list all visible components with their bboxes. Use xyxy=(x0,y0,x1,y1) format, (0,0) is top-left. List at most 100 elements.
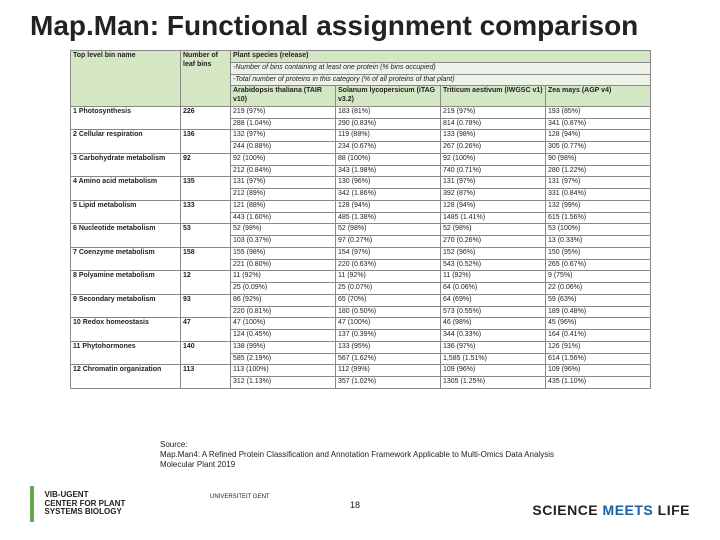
value-cell: 150 (95%) xyxy=(546,247,651,259)
bin-name-cell: 12 Chromatin organization xyxy=(71,365,181,389)
value-cell: 435 (1.10%) xyxy=(546,377,651,389)
leaf-bin-count: 113 xyxy=(181,365,231,389)
value-cell: 64 (69%) xyxy=(441,294,546,306)
value-cell: 103 (0.37%) xyxy=(231,236,336,248)
leaf-bin-count: 47 xyxy=(181,318,231,342)
bin-name-cell: 7 Coenzyme metabolism xyxy=(71,247,181,271)
bin-name-cell: 1 Photosynthesis xyxy=(71,106,181,130)
value-cell: 543 (0.52%) xyxy=(441,259,546,271)
value-cell: 154 (97%) xyxy=(336,247,441,259)
bin-name-cell: 8 Polyamine metabolism xyxy=(71,271,181,295)
value-cell: 9 (75%) xyxy=(546,271,651,283)
value-cell: 109 (96%) xyxy=(441,365,546,377)
value-cell: 270 (0.26%) xyxy=(441,236,546,248)
value-cell: 11 (92%) xyxy=(336,271,441,283)
value-cell: 52 (98%) xyxy=(336,224,441,236)
source-line1: Map.Man4: A Refined Protein Classificati… xyxy=(160,450,554,460)
leaf-bin-count: 92 xyxy=(181,153,231,177)
value-cell: 1305 (1.25%) xyxy=(441,377,546,389)
col-sub1: -Number of bins containing at least one … xyxy=(231,62,651,74)
value-cell: 485 (1.38%) xyxy=(336,212,441,224)
value-cell: 343 (1.98%) xyxy=(336,165,441,177)
value-cell: 112 (99%) xyxy=(336,365,441,377)
value-cell: 155 (98%) xyxy=(231,247,336,259)
value-cell: 133 (95%) xyxy=(336,341,441,353)
value-cell: 52 (98%) xyxy=(441,224,546,236)
value-cell: 344 (0.33%) xyxy=(441,330,546,342)
value-cell: 109 (96%) xyxy=(546,365,651,377)
value-cell: 567 (1.62%) xyxy=(336,353,441,365)
value-cell: 219 (97%) xyxy=(441,106,546,118)
bin-name-cell: 4 Amino acid metabolism xyxy=(71,177,181,201)
value-cell: 193 (85%) xyxy=(546,106,651,118)
value-cell: 1,585 (1.51%) xyxy=(441,353,546,365)
value-cell: 47 (100%) xyxy=(336,318,441,330)
value-cell: 180 (0.50%) xyxy=(336,306,441,318)
vib-ugent-logo: VIB-UGENT CENTER FOR PLANT SYSTEMS BIOLO… xyxy=(30,486,125,522)
value-cell: 52 (98%) xyxy=(231,224,336,236)
value-cell: 189 (0.48%) xyxy=(546,306,651,318)
value-cell: 244 (0.88%) xyxy=(231,142,336,154)
value-cell: 331 (0.84%) xyxy=(546,189,651,201)
value-cell: 280 (1.22%) xyxy=(546,165,651,177)
leaf-bin-count: 226 xyxy=(181,106,231,130)
value-cell: 86 (92%) xyxy=(231,294,336,306)
leaf-bin-count: 158 xyxy=(181,247,231,271)
value-cell: 234 (0.67%) xyxy=(336,142,441,154)
leaf-bin-count: 135 xyxy=(181,177,231,201)
bin-name-cell: 11 Phytohormones xyxy=(71,341,181,365)
value-cell: 585 (2.19%) xyxy=(231,353,336,365)
logo-left-l3: SYSTEMS BIOLOGY xyxy=(44,507,121,516)
source-line2: Molecular Plant 2019 xyxy=(160,460,554,470)
value-cell: 11 (92%) xyxy=(231,271,336,283)
value-cell: 392 (87%) xyxy=(441,189,546,201)
value-cell: 131 (97%) xyxy=(546,177,651,189)
value-cell: 152 (96%) xyxy=(441,247,546,259)
value-cell: 13 (0.33%) xyxy=(546,236,651,248)
value-cell: 124 (0.45%) xyxy=(231,330,336,342)
science-meets-life-logo: SCIENCE MEETS LIFE xyxy=(532,502,690,518)
value-cell: 290 (0.83%) xyxy=(336,118,441,130)
col-bin-name: Top level bin name xyxy=(71,51,181,107)
value-cell: 97 (0.27%) xyxy=(336,236,441,248)
value-cell: 740 (0.71%) xyxy=(441,165,546,177)
value-cell: 614 (1.56%) xyxy=(546,353,651,365)
value-cell: 312 (1.13%) xyxy=(231,377,336,389)
leaf-bin-count: 133 xyxy=(181,200,231,224)
logo-right-p2: MEETS xyxy=(603,502,654,518)
value-cell: 119 (88%) xyxy=(336,130,441,142)
leaf-bin-count: 136 xyxy=(181,130,231,154)
value-cell: 25 (0.07%) xyxy=(336,283,441,295)
value-cell: 212 (89%) xyxy=(231,189,336,201)
col-num-leaf: Number of leaf bins xyxy=(181,51,231,107)
value-cell: 126 (91%) xyxy=(546,341,651,353)
page-number: 18 xyxy=(350,500,360,510)
value-cell: 615 (1.56%) xyxy=(546,212,651,224)
value-cell: 221 (0.80%) xyxy=(231,259,336,271)
value-cell: 65 (70%) xyxy=(336,294,441,306)
value-cell: 164 (0.41%) xyxy=(546,330,651,342)
leaf-bin-count: 12 xyxy=(181,271,231,295)
species-2: Triticum aestivum (IWGSC v1) xyxy=(441,86,546,107)
value-cell: 357 (1.02%) xyxy=(336,377,441,389)
value-cell: 814 (0.78%) xyxy=(441,118,546,130)
value-cell: 47 (100%) xyxy=(231,318,336,330)
value-cell: 138 (99%) xyxy=(231,341,336,353)
value-cell: 267 (0.26%) xyxy=(441,142,546,154)
value-cell: 1485 (1.41%) xyxy=(441,212,546,224)
value-cell: 133 (98%) xyxy=(441,130,546,142)
value-cell: 342 (1.86%) xyxy=(336,189,441,201)
leaf-bin-count: 53 xyxy=(181,224,231,248)
value-cell: 90 (98%) xyxy=(546,153,651,165)
value-cell: 132 (97%) xyxy=(231,130,336,142)
value-cell: 128 (94%) xyxy=(441,200,546,212)
species-0: Arabidopsis thaliana (TAIR v10) xyxy=(231,86,336,107)
source-label: Source: xyxy=(160,440,554,450)
col-sub2: -Total number of proteins in this catego… xyxy=(231,74,651,86)
value-cell: 45 (96%) xyxy=(546,318,651,330)
value-cell: 573 (0.55%) xyxy=(441,306,546,318)
bin-name-cell: 2 Cellular respiration xyxy=(71,130,181,154)
value-cell: 265 (0.67%) xyxy=(546,259,651,271)
value-cell: 137 (0.39%) xyxy=(336,330,441,342)
value-cell: 212 (0.84%) xyxy=(231,165,336,177)
